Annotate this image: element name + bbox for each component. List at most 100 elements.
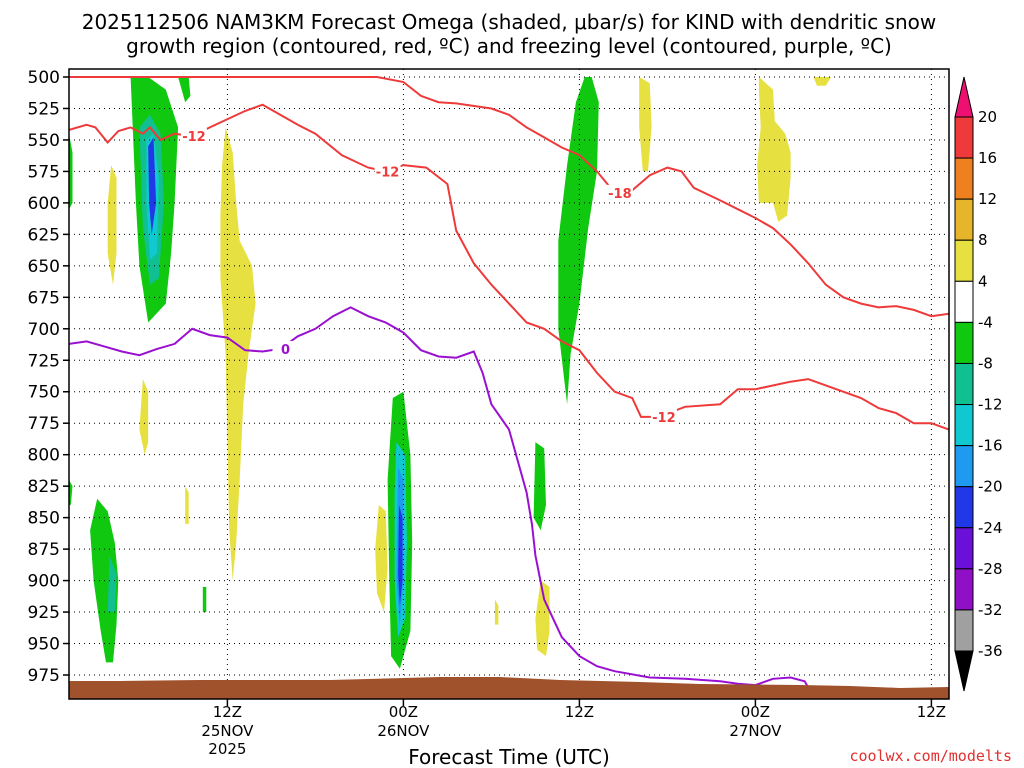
title-line-1: 2025112506 NAM3KM Forecast Omega (shaded… bbox=[82, 10, 937, 34]
colorbar-segment bbox=[954, 157, 974, 200]
y-tick-label: 750 bbox=[28, 383, 60, 403]
colorbar-segment bbox=[954, 404, 974, 447]
colorbar-label: -20 bbox=[978, 478, 1003, 496]
contour-label: -12 bbox=[376, 165, 400, 180]
omega-region-20 bbox=[375, 505, 388, 613]
x-tick-date: 25NOV bbox=[201, 722, 254, 740]
x-tick-label: 12Z bbox=[917, 703, 946, 721]
colorbar-label: -28 bbox=[978, 560, 1003, 578]
colorbar-label: -36 bbox=[978, 642, 1003, 660]
colorbar-segment bbox=[954, 609, 974, 652]
contour-label: -12 bbox=[652, 411, 676, 426]
y-tick-label: 550 bbox=[28, 131, 60, 151]
omega-region-8 bbox=[107, 555, 117, 613]
plot-background bbox=[69, 69, 949, 699]
omega-region-21 bbox=[494, 599, 499, 625]
plot-area: -12 -12 -12 -18 0 bbox=[68, 68, 950, 700]
temperature-contours: -12 -12 -12 -18 0 bbox=[69, 76, 949, 689]
y-tick-label: 675 bbox=[28, 288, 60, 308]
colorbar-segment bbox=[954, 239, 974, 282]
contour-label: 0 bbox=[281, 343, 290, 358]
x-tick-label: 00Z bbox=[741, 703, 770, 721]
omega-region-6 bbox=[558, 77, 599, 405]
x-tick-label: 12Z bbox=[565, 703, 594, 721]
x-tick-label: 12Z bbox=[213, 703, 242, 721]
y-tick-label: 650 bbox=[28, 257, 60, 277]
contour-label-bg bbox=[650, 408, 677, 424]
y-tick-label: 800 bbox=[28, 446, 60, 466]
omega-colorbar: 20 16 12 8 4 -4 -8 -12 -16 -20 -24 -28 -32 -36 bbox=[954, 76, 1003, 692]
contour-dendritic-minus12-upper bbox=[69, 103, 949, 431]
x-tick-date: 27NOV bbox=[729, 722, 782, 740]
colorbar-segment bbox=[954, 445, 974, 488]
colorbar-label: 8 bbox=[978, 231, 988, 249]
colorbar-segment bbox=[954, 321, 974, 364]
terrain-ground bbox=[69, 677, 949, 699]
omega-region-25 bbox=[813, 77, 832, 86]
contour-label-bg bbox=[272, 340, 299, 356]
omega-region-18 bbox=[139, 379, 149, 455]
colorbar-segment bbox=[954, 486, 974, 529]
colorbar-label: -8 bbox=[978, 354, 993, 372]
plot-frame bbox=[68, 68, 950, 700]
colorbar-label: 12 bbox=[978, 190, 997, 208]
x-tick-year: 2025 bbox=[208, 740, 246, 758]
colorbar-label: -16 bbox=[978, 437, 1003, 455]
colorbar-segment bbox=[954, 527, 974, 570]
x-tick-date: 26NOV bbox=[377, 722, 430, 740]
omega-region-23 bbox=[639, 77, 652, 172]
colorbar-segment bbox=[954, 116, 974, 159]
colorbar-segment bbox=[954, 280, 974, 323]
colorbar-label: -24 bbox=[978, 519, 1003, 537]
colorbar-label: 20 bbox=[978, 108, 997, 126]
title-line-2: growth region (contoured, red, ºC) and f… bbox=[126, 34, 892, 58]
y-axis-ticks: 500 525 550 575 600 625 650 675 700 725 750 775 800 8… bbox=[28, 68, 69, 686]
y-tick-label: 925 bbox=[28, 603, 60, 623]
contour-label-bg bbox=[606, 184, 633, 200]
y-tick-label: 900 bbox=[28, 572, 60, 592]
colorbar-label: -4 bbox=[978, 313, 993, 331]
y-tick-label: 850 bbox=[28, 509, 60, 529]
plot-gridlines bbox=[69, 69, 949, 699]
y-tick-label: 700 bbox=[28, 320, 60, 340]
contour-label: -12 bbox=[182, 130, 206, 145]
contour-label: -18 bbox=[608, 187, 632, 202]
colorbar-segment bbox=[954, 362, 974, 406]
colorbar-bottom-arrow bbox=[954, 650, 974, 692]
colorbar-top-arrow bbox=[954, 76, 974, 118]
omega-region-16 bbox=[220, 127, 256, 581]
colorbar-segment bbox=[954, 568, 974, 611]
omega-region-4 bbox=[69, 133, 73, 210]
y-tick-label: 525 bbox=[28, 99, 60, 119]
contour-label-bg bbox=[180, 128, 207, 144]
contour-dendritic-minus18-main bbox=[69, 76, 949, 318]
contour-freezing-level-0c bbox=[69, 306, 810, 689]
y-tick-label: 950 bbox=[28, 635, 60, 655]
y-tick-label: 500 bbox=[28, 68, 60, 88]
omega-region-19 bbox=[185, 486, 189, 524]
colorbar-label: -12 bbox=[978, 396, 1003, 414]
y-tick-label: 575 bbox=[28, 162, 60, 182]
omega-region-17 bbox=[107, 165, 117, 285]
colorbar-label: 16 bbox=[978, 149, 997, 167]
colorbar-label: 4 bbox=[978, 272, 988, 290]
omega-region-15 bbox=[202, 586, 207, 613]
colorbar-label: -32 bbox=[978, 601, 1003, 619]
y-tick-label: 600 bbox=[28, 194, 60, 214]
omega-region-3 bbox=[148, 137, 157, 235]
y-tick-label: 975 bbox=[28, 666, 60, 686]
y-tick-label: 625 bbox=[28, 225, 60, 245]
omega-region-22 bbox=[535, 580, 550, 657]
contour-label-bg bbox=[374, 163, 401, 179]
y-tick-label: 875 bbox=[28, 540, 60, 560]
omega-region-24 bbox=[757, 77, 791, 222]
y-tick-label: 725 bbox=[28, 351, 60, 371]
x-tick-label: 00Z bbox=[389, 703, 418, 721]
colorbar-segment bbox=[954, 198, 974, 241]
x-axis-label: Forecast Time (UTC) bbox=[408, 745, 610, 768]
omega-region-5 bbox=[178, 77, 191, 103]
y-tick-label: 775 bbox=[28, 414, 60, 434]
credit-text: coolwx.com/modelts bbox=[849, 747, 1012, 765]
